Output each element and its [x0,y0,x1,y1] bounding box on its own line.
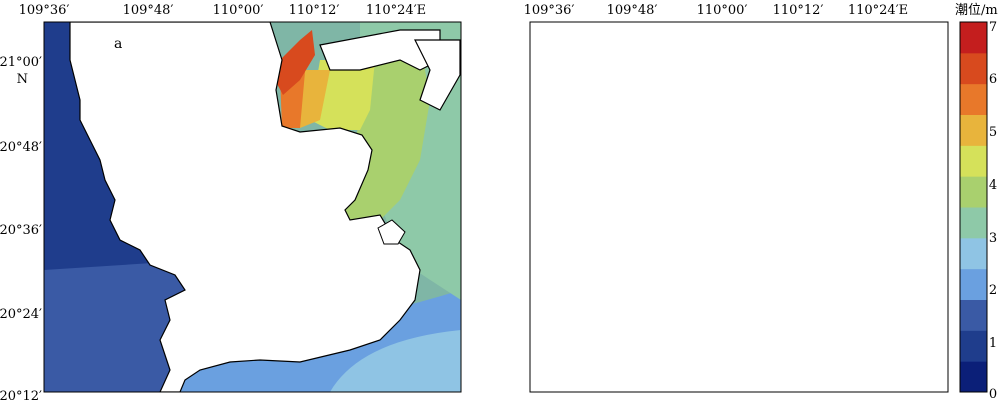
map-panel-a: a 109°36′ 109°48′ 110°00′ 110°12′ 110°24… [0,3,462,404]
colorbar-tick-label: 6 [989,72,997,87]
colorbar-tick-label: 5 [989,125,997,140]
colorbar-tick-label: 3 [989,231,997,246]
colorbar-tick-label: 2 [989,283,997,298]
bay-band-4 [826,40,916,240]
north-coast [319,29,441,71]
lat-tick-label: 20°36′ [0,223,42,238]
lon-tick-label: 110°24′E [366,3,426,18]
colorbar-segments [960,22,987,393]
small-island [377,219,406,245]
lon-tick-label: 110°00′ [697,3,748,18]
colorbar-segment [960,145,987,177]
lat-hemisphere-label: N [17,72,28,87]
colorbar-segment [960,268,987,300]
colorbar-segment [960,330,987,362]
lon-tick-label: 109°48′ [123,3,174,18]
east-sea-zone [846,22,947,300]
lon-tick-label: 110°12′ [773,3,824,18]
west-sea-zone [530,22,636,392]
panel-label: a [114,36,122,52]
colorbar: 潮位/m 7 6 5 4 3 2 1 0 [955,3,998,402]
southwest-sea-zone [530,260,686,392]
panel-label: b [596,36,605,52]
colorbar-frame [959,21,988,393]
lat-tick-label: 20°12′ [0,389,42,404]
colorbar-tick-label: 0 [989,387,997,402]
land-mass [556,22,906,392]
bay-band-5-5 [300,70,330,128]
lon-axis: 109°36′ 109°48′ 110°00′ 110°12′ 110°24′E [19,3,427,18]
colorbar-tick-label: 7 [989,20,997,35]
colorbar-segment [960,114,987,146]
colorbar-segment [960,52,987,85]
colorbar-segment [960,237,987,270]
southeast-sea-zone [826,335,947,392]
lon-tick-label: 110°24′E [848,3,908,18]
south-sea-zone [666,300,947,392]
colorbar-title: 潮位/m [955,3,998,18]
colorbar-segment [960,176,987,208]
lat-tick-label: 20°48′ [0,140,42,155]
southwest-sea-zone [44,260,200,392]
colorbar-segment [960,22,987,54]
lon-axis: 109°36′ 109°48′ 110°00′ 110°12′ 110°24′E [524,3,909,18]
colorbar-ticks: 7 6 5 4 3 2 1 0 [989,20,997,402]
lon-tick-label: 109°36′ [19,3,70,18]
lon-tick-label: 110°12′ [289,3,340,18]
lon-tick-label: 110°00′ [213,3,264,18]
southeast-sea-zone [330,330,461,392]
bay-band-5-5 [786,70,816,128]
north-east-island [901,40,946,110]
sea-background [530,22,948,392]
small-island [864,220,891,244]
lat-tick-label: 20°24′ [0,307,42,322]
map-panel-b: b 109°36′ 109°48′ 110°00′ 110°12′ 110°24… [524,3,949,393]
bay-band-7 [275,30,315,95]
lon-tick-label: 109°48′ [607,3,658,18]
north-east-island [414,39,461,111]
lon-tick-label: 109°36′ [524,3,575,18]
map-frame [43,21,462,393]
bay-band-6 [766,72,791,128]
colorbar-segment [960,299,987,331]
colorbar-segment [960,361,987,393]
colorbar-segment [960,207,987,239]
colorbar-segment [960,83,987,115]
colorbar-tick-label: 4 [989,178,997,193]
north-coast [806,30,926,70]
colorbar-tick-label: 1 [989,336,997,351]
bay-band-5 [796,60,861,130]
bay-band-7 [761,30,801,95]
map-frame [529,21,949,393]
land-mass [69,22,421,392]
lat-tick-label: 21°00′ [0,55,42,70]
lat-axis: 21°00′ N 20°48′ 20°36′ 20°24′ 20°12′ [0,55,42,404]
